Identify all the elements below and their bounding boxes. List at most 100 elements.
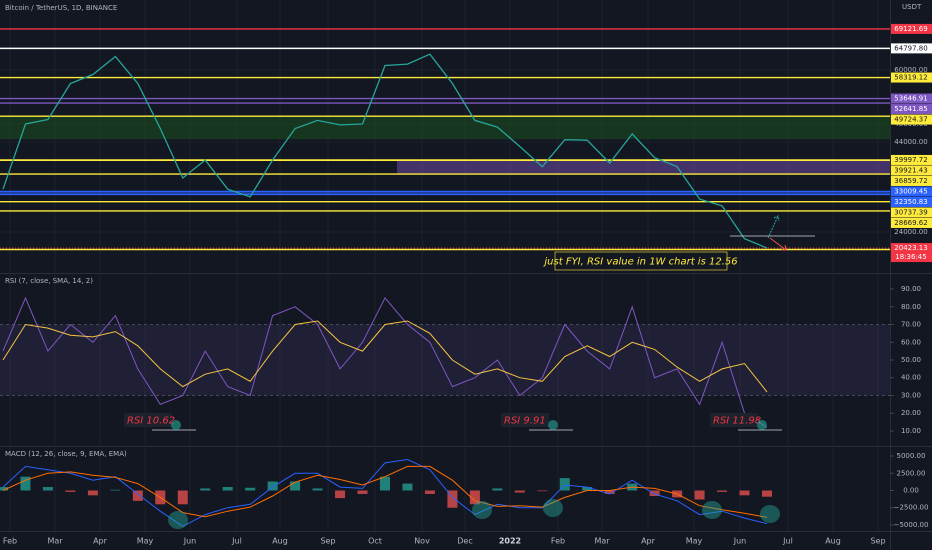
arrow-up — [767, 215, 780, 239]
time-label: Mar — [594, 537, 610, 546]
time-label: Sep — [870, 537, 885, 546]
macd-histogram-bar — [380, 476, 390, 491]
chart-layer: Feb Mar Apr May Jun Jul Aug Sep Oct Nov Dec 2022 Feb… — [0, 23, 932, 546]
macd-histogram-bar — [267, 481, 278, 491]
rsi-tick-label: 10.00 — [901, 427, 921, 435]
macd-histogram-bar — [42, 487, 53, 491]
macd-highlight — [543, 499, 563, 517]
macd-histogram-bar — [559, 478, 570, 491]
price-line — [2, 53, 768, 249]
level-label-box — [891, 114, 932, 125]
level-label-box — [891, 43, 932, 54]
macd-highlight — [168, 511, 188, 529]
time-label: May — [137, 537, 154, 546]
level-label: 33009.45 — [894, 187, 927, 195]
rsi-line — [2, 296, 768, 428]
price-tick-label: 24000.00 — [894, 228, 927, 236]
time-label: Jun — [733, 537, 747, 546]
macd-highlight — [760, 505, 780, 523]
macd-histogram-bar — [694, 490, 705, 500]
level-label-box — [891, 186, 932, 197]
level-label: 58319.12 — [894, 74, 927, 82]
macd-histogram-bar — [447, 490, 458, 508]
time-label: Nov — [414, 537, 430, 546]
chart-title: Bitcoin / TetherUS, 1D, BINANCE — [5, 4, 117, 12]
rsi-callout: RSI 11.98 — [713, 416, 761, 427]
macd-histogram-bar — [739, 490, 750, 496]
callout-marker — [757, 420, 767, 430]
level-label: 32350.83 — [894, 198, 927, 206]
annotation: just FYI, RSI value in 1W chart is 12.56 — [542, 257, 737, 268]
level-label: 64797.80 — [894, 44, 927, 52]
macd-histogram-bar — [582, 487, 593, 491]
level-label-box — [891, 217, 932, 228]
macd-histogram-bar — [402, 483, 413, 491]
price-tick-label: 60000.00 — [894, 66, 927, 74]
rsi-callout: RSI 9.91 — [504, 416, 546, 427]
level-label: 28669.62 — [894, 219, 927, 227]
rsi-tick-label: 80.00 — [901, 303, 921, 311]
macd-highlight — [472, 501, 492, 519]
macd-histogram-bar — [20, 476, 31, 491]
macd-histogram-bar — [537, 490, 548, 492]
macd-histogram-bar — [290, 481, 301, 491]
macd-tick-label: −5000.00 — [894, 521, 929, 529]
level-label-box — [891, 165, 932, 176]
level-label: 49724.37 — [894, 116, 927, 124]
macd-histogram-bar — [492, 488, 503, 491]
level-label-box — [891, 93, 932, 104]
level-label: 39997.72 — [894, 156, 927, 164]
countdown: 18:36:45 — [895, 253, 926, 261]
macd-tick-label: 5000.00 — [897, 452, 926, 460]
zone — [0, 116, 890, 140]
time-label: Dec — [457, 537, 472, 546]
time-label: Aug — [825, 537, 841, 546]
level-label: 36859.72 — [894, 177, 927, 185]
time-label: 2022 — [499, 537, 521, 546]
rsi-band — [0, 324, 890, 396]
macd-histogram-bar — [245, 487, 256, 491]
rsi-tick-label: 70.00 — [901, 321, 921, 329]
time-label: Feb — [3, 537, 17, 546]
time-label: Jun — [183, 537, 197, 546]
level-label: 39921.43 — [894, 166, 927, 174]
level-label-box — [891, 175, 932, 186]
callout-marker — [548, 420, 558, 430]
macd-histogram-bar — [312, 488, 323, 491]
callout-box — [501, 413, 549, 427]
level-label: 53646.91 — [894, 95, 927, 103]
macd-histogram-bar — [357, 490, 368, 494]
rsi-tick-label: 20.00 — [901, 409, 921, 417]
level-label: 52641.85 — [894, 105, 927, 113]
macd-histogram-bar — [177, 490, 188, 505]
rsi-tick-label: 90.00 — [901, 285, 921, 293]
rsi-tick-label: 50.00 — [901, 356, 921, 364]
macd-histogram-bar — [132, 490, 143, 501]
macd-histogram-bar — [649, 490, 660, 497]
callout-box — [710, 413, 758, 427]
macd-histogram-bar — [0, 487, 8, 491]
time-label: Oct — [368, 537, 382, 546]
macd-tick-label: 0.00 — [903, 487, 919, 495]
macd-histogram-bar — [604, 490, 615, 494]
time-label: Mar — [47, 537, 63, 546]
time-label: Feb — [551, 537, 565, 546]
rsi-tick-label: 60.00 — [901, 338, 921, 346]
macd-histogram-bar — [514, 490, 525, 493]
annotation-box — [554, 251, 728, 271]
level-label-box — [891, 23, 932, 34]
level-label-box — [891, 72, 932, 83]
rsi-sma-line — [2, 320, 768, 393]
level-label: 30737.39 — [894, 208, 927, 216]
level-label: 69121.69 — [894, 25, 927, 33]
macd-histogram-bar — [335, 490, 346, 499]
signal-line — [2, 465, 768, 518]
macd-histogram-bar — [110, 489, 121, 491]
rsi-tick-label: 40.00 — [901, 374, 921, 382]
callout-box — [124, 413, 172, 427]
rsi-title: RSI (7, close, SMA, 14, 2) — [5, 277, 93, 285]
unit-label: USDT — [902, 3, 922, 11]
macd-title: MACD (12, 26, close, 9, EMA, EMA) — [5, 450, 127, 458]
current-price-box — [891, 243, 932, 263]
